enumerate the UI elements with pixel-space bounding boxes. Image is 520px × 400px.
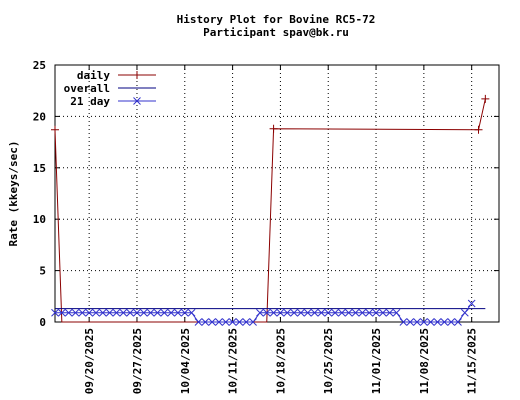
x-tick-label: 09/27/2025	[131, 328, 144, 394]
data-point-x	[358, 308, 367, 317]
data-point-x	[153, 308, 162, 317]
data-point-x	[385, 308, 394, 317]
data-point-x	[194, 318, 203, 326]
data-point-x	[180, 308, 189, 317]
series-line	[55, 303, 473, 323]
data-point-x	[201, 318, 210, 326]
data-point-x	[406, 318, 415, 326]
data-point-x	[269, 308, 278, 317]
data-point-x	[433, 318, 442, 326]
data-point-x	[228, 318, 237, 326]
data-point-x	[372, 308, 380, 317]
data-point-x	[221, 318, 230, 326]
data-point-plus	[269, 124, 278, 133]
data-point-x	[283, 308, 292, 317]
data-point-plus	[481, 94, 490, 103]
data-point-x	[460, 308, 469, 317]
data-point-x	[85, 308, 94, 317]
data-point-x	[119, 308, 128, 317]
chart-title: History Plot for Bovine RC5-72	[177, 13, 376, 26]
data-point-x	[242, 318, 251, 326]
data-point-x	[344, 308, 353, 317]
legend-label: overall	[64, 82, 110, 95]
series-line	[54, 98, 486, 323]
data-point-x	[297, 308, 305, 317]
data-point-x	[133, 308, 141, 317]
data-point-x	[310, 308, 319, 317]
y-tick-label: 15	[33, 162, 46, 175]
chart-subtitle: Participant spav@bk.ru	[203, 26, 349, 39]
data-point-x	[290, 308, 298, 317]
data-point-x	[215, 318, 223, 326]
data-point-x	[447, 318, 456, 326]
x-tick-label: 10/04/2025	[179, 328, 192, 394]
data-point-x	[256, 308, 264, 317]
data-point-x	[167, 308, 175, 317]
data-point-x	[331, 308, 339, 317]
data-point-x	[351, 308, 360, 317]
data-point-x	[303, 308, 312, 317]
legend-label: daily	[77, 69, 110, 82]
data-point-x	[112, 308, 121, 317]
data-point-x	[98, 308, 107, 317]
x-tick-label: 09/20/2025	[83, 328, 96, 394]
series	[51, 94, 490, 326]
x-tick-label: 11/01/2025	[370, 328, 383, 394]
data-point-x	[262, 308, 271, 317]
x-tick-label: 10/18/2025	[274, 328, 287, 394]
data-point-x	[133, 97, 141, 105]
data-point-x	[426, 318, 435, 326]
data-point-x	[249, 318, 257, 326]
axes: 0 5 10 15 20 25 09/20/2025 09/27/2025 10/04/2025…	[33, 59, 499, 394]
data-point-x	[78, 308, 87, 317]
data-point-x	[146, 308, 155, 317]
data-point-x	[92, 308, 100, 317]
x-tick-label: 11/15/2025	[466, 328, 479, 394]
data-point-x	[105, 308, 114, 317]
data-point-x	[392, 308, 401, 317]
y-tick-label: 5	[39, 265, 46, 278]
series-21-day	[51, 299, 476, 326]
data-point-x	[139, 308, 148, 317]
data-point-x	[174, 308, 182, 317]
y-axis-label: Rate (kkeys/sec)	[7, 141, 20, 247]
y-tick-label: 20	[33, 110, 46, 123]
data-point-x	[276, 308, 285, 317]
x-tick-label: 11/08/2025	[418, 328, 431, 394]
y-tick-label: 10	[33, 213, 46, 226]
x-tick-label: 10/11/2025	[227, 328, 240, 394]
data-point-x	[317, 308, 326, 317]
data-point-x	[235, 318, 244, 326]
data-point-x	[440, 318, 449, 326]
legend-label: 21 day	[70, 95, 110, 108]
data-point-x	[57, 308, 66, 317]
data-point-x	[399, 318, 408, 326]
data-point-x	[71, 308, 80, 317]
data-point-plus	[51, 125, 59, 134]
data-point-x	[379, 308, 387, 317]
data-point-x	[187, 308, 196, 317]
data-point-x	[126, 308, 134, 317]
plot-frame	[54, 64, 500, 323]
grid	[55, 65, 499, 322]
data-point-x	[365, 308, 374, 317]
data-point-x	[64, 308, 73, 317]
data-point-x	[338, 308, 346, 317]
data-point-plus	[133, 71, 141, 79]
data-point-x	[160, 308, 169, 317]
data-point-x	[420, 318, 428, 326]
y-tick-label: 25	[33, 59, 46, 72]
data-point-plus	[474, 125, 483, 134]
data-point-x	[324, 308, 333, 317]
data-point-x	[413, 318, 421, 326]
data-point-x	[51, 308, 59, 317]
data-point-x	[467, 299, 476, 308]
y-tick-label: 0	[39, 316, 46, 329]
data-point-x	[208, 318, 216, 326]
data-point-x	[454, 318, 462, 326]
series-daily	[51, 94, 490, 323]
x-tick-label: 10/25/2025	[322, 328, 335, 394]
